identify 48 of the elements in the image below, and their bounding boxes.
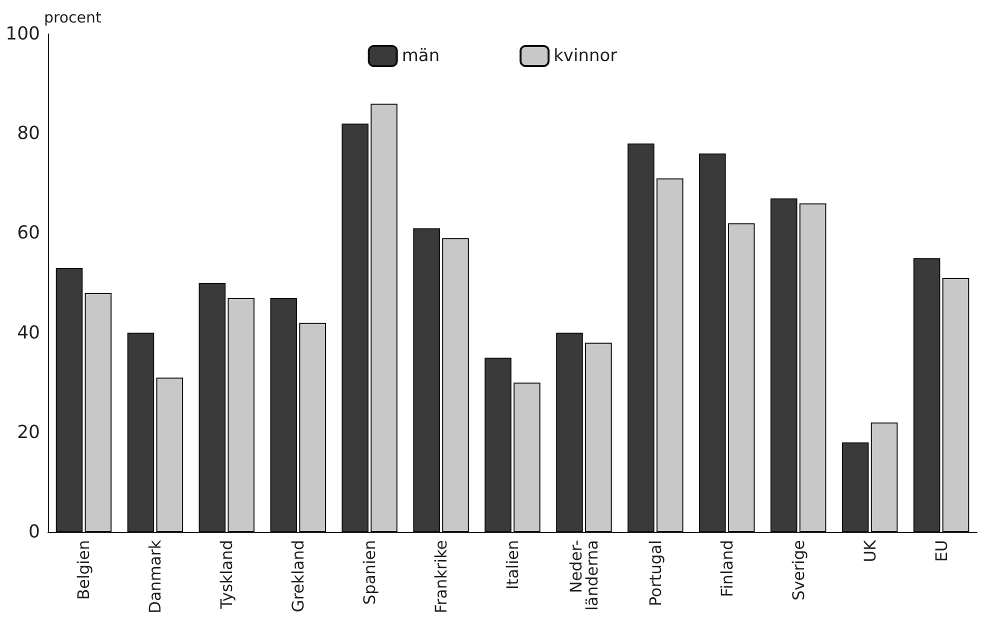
x-tick-label: Grekland <box>288 540 308 612</box>
x-tick-label: UK <box>860 539 880 562</box>
legend-label: kvinnor <box>554 46 618 66</box>
bar <box>484 358 512 532</box>
bar <box>228 298 255 532</box>
bar <box>56 268 83 532</box>
bar <box>156 378 184 532</box>
bar <box>84 292 112 532</box>
y-tick-label: 100 <box>6 24 40 44</box>
bar <box>442 238 469 532</box>
bar <box>913 258 940 532</box>
bar <box>413 228 440 532</box>
bar <box>728 223 755 532</box>
x-tick-label: Finland <box>717 540 736 598</box>
bar <box>270 298 298 532</box>
bar <box>770 198 798 532</box>
bar <box>127 332 154 532</box>
x-tick-label: Spanien <box>360 540 380 605</box>
x-tick-label: EU <box>932 540 951 562</box>
x-tick-label: Tyskland <box>217 540 236 610</box>
y-tick-label: 20 <box>17 422 40 443</box>
bar <box>585 342 612 532</box>
bar <box>799 203 826 532</box>
y-tick-label: 40 <box>17 322 40 344</box>
bar <box>942 278 970 532</box>
y-axis-title: procent <box>44 8 102 27</box>
bar <box>656 178 684 532</box>
bar <box>842 442 869 532</box>
y-tick-label: 80 <box>17 123 40 144</box>
x-tick-label: Italien <box>503 540 522 590</box>
y-tick-label: 0 <box>28 522 40 542</box>
bar <box>299 322 326 532</box>
x-tick-label: Belgien <box>74 540 94 600</box>
bar <box>870 422 898 532</box>
bar <box>342 124 369 532</box>
bar <box>198 283 226 532</box>
y-tick-label: 60 <box>17 222 40 244</box>
legend-label: män <box>402 46 440 66</box>
bar <box>370 104 398 532</box>
bar <box>556 332 583 532</box>
x-tick-label: Danmark <box>146 539 165 614</box>
x-tick-label: Sverige <box>788 540 808 600</box>
x-tick-label: Neder- länderna <box>566 540 602 611</box>
bar <box>699 154 726 532</box>
x-tick-label: Frankrike <box>432 540 451 614</box>
bar <box>514 382 540 532</box>
bar <box>628 144 654 532</box>
x-tick-label: Portugal <box>646 540 665 606</box>
